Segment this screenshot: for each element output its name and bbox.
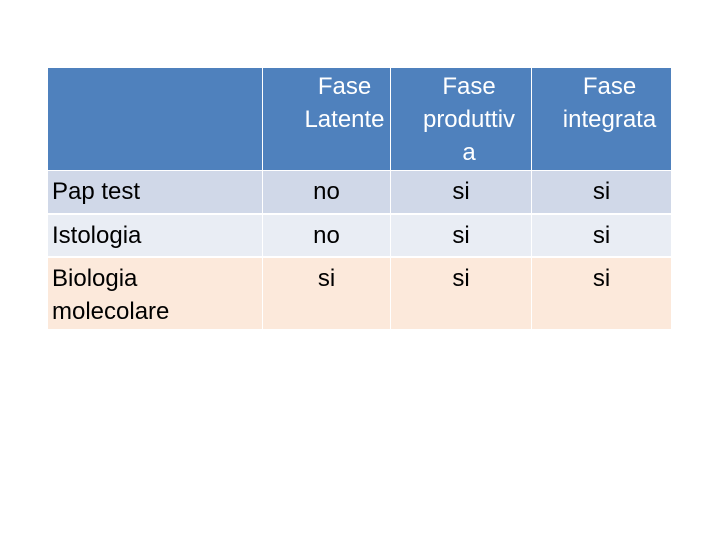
header-cell-empty bbox=[48, 68, 262, 170]
header-cell-fase-produttiva: Fase produttiv a bbox=[391, 68, 531, 170]
header-line: Fase bbox=[442, 73, 496, 100]
header-line: a bbox=[462, 139, 476, 166]
table-cell: si bbox=[391, 256, 531, 329]
table-cell: no bbox=[263, 170, 390, 213]
table-cell: si bbox=[532, 256, 671, 329]
table-cell: si bbox=[532, 170, 671, 213]
row-label-istologia: Istologia bbox=[48, 213, 262, 256]
header-line: Fase bbox=[582, 73, 637, 100]
header-line: Fase bbox=[317, 73, 372, 100]
row-label-biologia-molecolare: Biologia molecolare bbox=[48, 256, 262, 329]
header-line: Latente bbox=[304, 106, 385, 133]
header-cell-fase-integrata: Fase integrata bbox=[532, 68, 671, 170]
row-label-line: molecolare bbox=[52, 298, 170, 325]
header-cell-fase-latente: Fase Latente bbox=[263, 68, 390, 170]
header-line: produttiv bbox=[422, 106, 516, 133]
table-cell: no bbox=[263, 213, 390, 256]
table-cell: si bbox=[532, 213, 671, 256]
data-table: Fase Latente Fase produttiv a Fase integ… bbox=[48, 68, 671, 329]
row-label-pap-test: Pap test bbox=[48, 170, 262, 213]
row-label-line: Biologia bbox=[52, 265, 138, 292]
header-line: integrata bbox=[562, 106, 657, 133]
table-cell: si bbox=[263, 256, 390, 329]
table-cell: si bbox=[391, 170, 531, 213]
table-cell: si bbox=[391, 213, 531, 256]
